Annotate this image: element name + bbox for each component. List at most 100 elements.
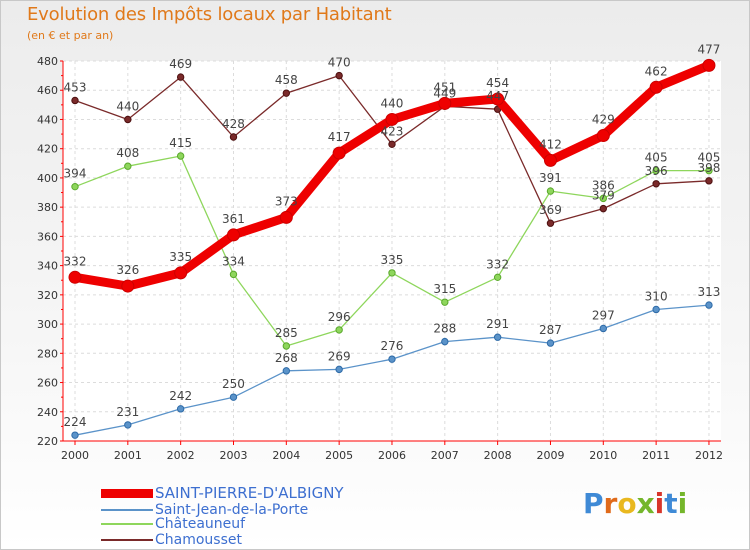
data-point [546, 339, 555, 347]
y-tick-label: 280 [37, 347, 58, 360]
data-label: 288 [433, 322, 456, 336]
data-label: 335 [381, 253, 404, 267]
data-point [546, 187, 555, 195]
data-point [705, 166, 713, 175]
data-point [176, 405, 185, 413]
data-point [121, 279, 135, 293]
data-point [229, 133, 238, 141]
data-point [282, 367, 291, 375]
data-label: 454 [486, 76, 509, 90]
data-label: 332 [64, 254, 87, 268]
data-label: 231 [116, 405, 139, 419]
data-label: 453 [64, 80, 87, 94]
data-point [71, 431, 79, 439]
data-label: 394 [64, 167, 87, 181]
x-tick-label: 2011 [642, 449, 670, 462]
data-point [599, 204, 607, 213]
data-label: 313 [698, 285, 721, 299]
data-label: 429 [592, 113, 615, 127]
data-label: 415 [169, 136, 192, 150]
logo-letter: i [654, 487, 665, 520]
data-label: 417 [328, 130, 351, 144]
data-label: 297 [592, 308, 615, 322]
data-label: 477 [698, 42, 721, 56]
data-point [226, 228, 240, 242]
data-point [335, 326, 343, 334]
data-point [599, 324, 607, 333]
data-label: 291 [486, 317, 509, 331]
data-label: 396 [645, 164, 668, 178]
data-label: 369 [539, 203, 562, 217]
legend-swatch [101, 488, 153, 498]
legend-item-saint-jean: Saint-Jean-de-la-Porte [101, 502, 308, 518]
y-tick-label: 220 [37, 435, 58, 448]
data-point [596, 129, 610, 143]
data-label: 405 [698, 151, 721, 165]
x-tick-label: 2005 [325, 449, 353, 462]
legend-item-saint-pierre: SAINT-PIERRE-D'ALBIGNY [101, 484, 344, 502]
data-label: 405 [645, 151, 668, 165]
logo-letter: o [617, 487, 637, 520]
chart-subtitle: (en € et par an) [27, 29, 114, 42]
data-label: 334 [222, 254, 245, 268]
y-tick-label: 340 [37, 260, 58, 273]
legend-swatch [101, 523, 153, 525]
data-point [385, 112, 399, 126]
data-point [332, 146, 346, 160]
logo-letter: r [603, 487, 618, 520]
data-point [649, 80, 663, 94]
x-tick-label: 2007 [431, 449, 459, 462]
data-point [388, 269, 396, 277]
y-tick-label: 460 [37, 84, 58, 97]
data-label: 449 [433, 86, 456, 100]
data-label: 224 [64, 415, 87, 429]
legend-label: Châteauneuf [155, 516, 246, 532]
data-point [543, 153, 557, 167]
data-label: 287 [539, 323, 562, 337]
data-label: 440 [116, 99, 139, 113]
data-label: 462 [645, 64, 668, 78]
data-label: 296 [328, 310, 351, 324]
data-point [491, 92, 505, 106]
y-tick-label: 380 [37, 201, 58, 214]
data-point [335, 71, 343, 80]
data-point [71, 182, 79, 191]
y-tick-label: 420 [37, 143, 58, 156]
data-label: 440 [381, 96, 404, 110]
data-point [279, 210, 293, 224]
data-label: 335 [169, 250, 192, 264]
data-point [176, 73, 185, 81]
data-point [441, 298, 449, 306]
data-label: 447 [486, 89, 509, 103]
data-label: 451 [433, 80, 456, 94]
data-label: 315 [433, 282, 456, 296]
data-label: 373 [275, 194, 298, 208]
data-point [388, 140, 396, 149]
data-label: 423 [381, 124, 404, 138]
data-point [71, 96, 79, 105]
chart-title: Evolution des Impôts locaux par Habitant [27, 4, 392, 25]
data-point [493, 333, 502, 341]
x-tick-label: 2000 [61, 449, 89, 462]
data-point [124, 421, 132, 429]
data-point [229, 270, 238, 279]
data-point [705, 177, 713, 185]
data-label: 469 [169, 57, 192, 71]
data-label: 458 [275, 73, 298, 87]
data-point [68, 270, 82, 284]
legend-label: Chamousset [155, 532, 242, 548]
legend-label: SAINT-PIERRE-D'ALBIGNY [155, 484, 344, 502]
data-point [599, 194, 607, 203]
data-point [441, 337, 449, 346]
data-label: 386 [592, 178, 615, 192]
x-tick-label: 2003 [219, 449, 247, 462]
y-tick-label: 240 [37, 406, 58, 419]
x-tick-label: 2008 [484, 449, 512, 462]
logo-letter: t [664, 487, 678, 520]
legend-swatch [101, 509, 153, 511]
data-label: 379 [592, 189, 615, 203]
data-point [702, 58, 716, 72]
data-label: 361 [222, 212, 245, 226]
data-point [282, 89, 291, 97]
